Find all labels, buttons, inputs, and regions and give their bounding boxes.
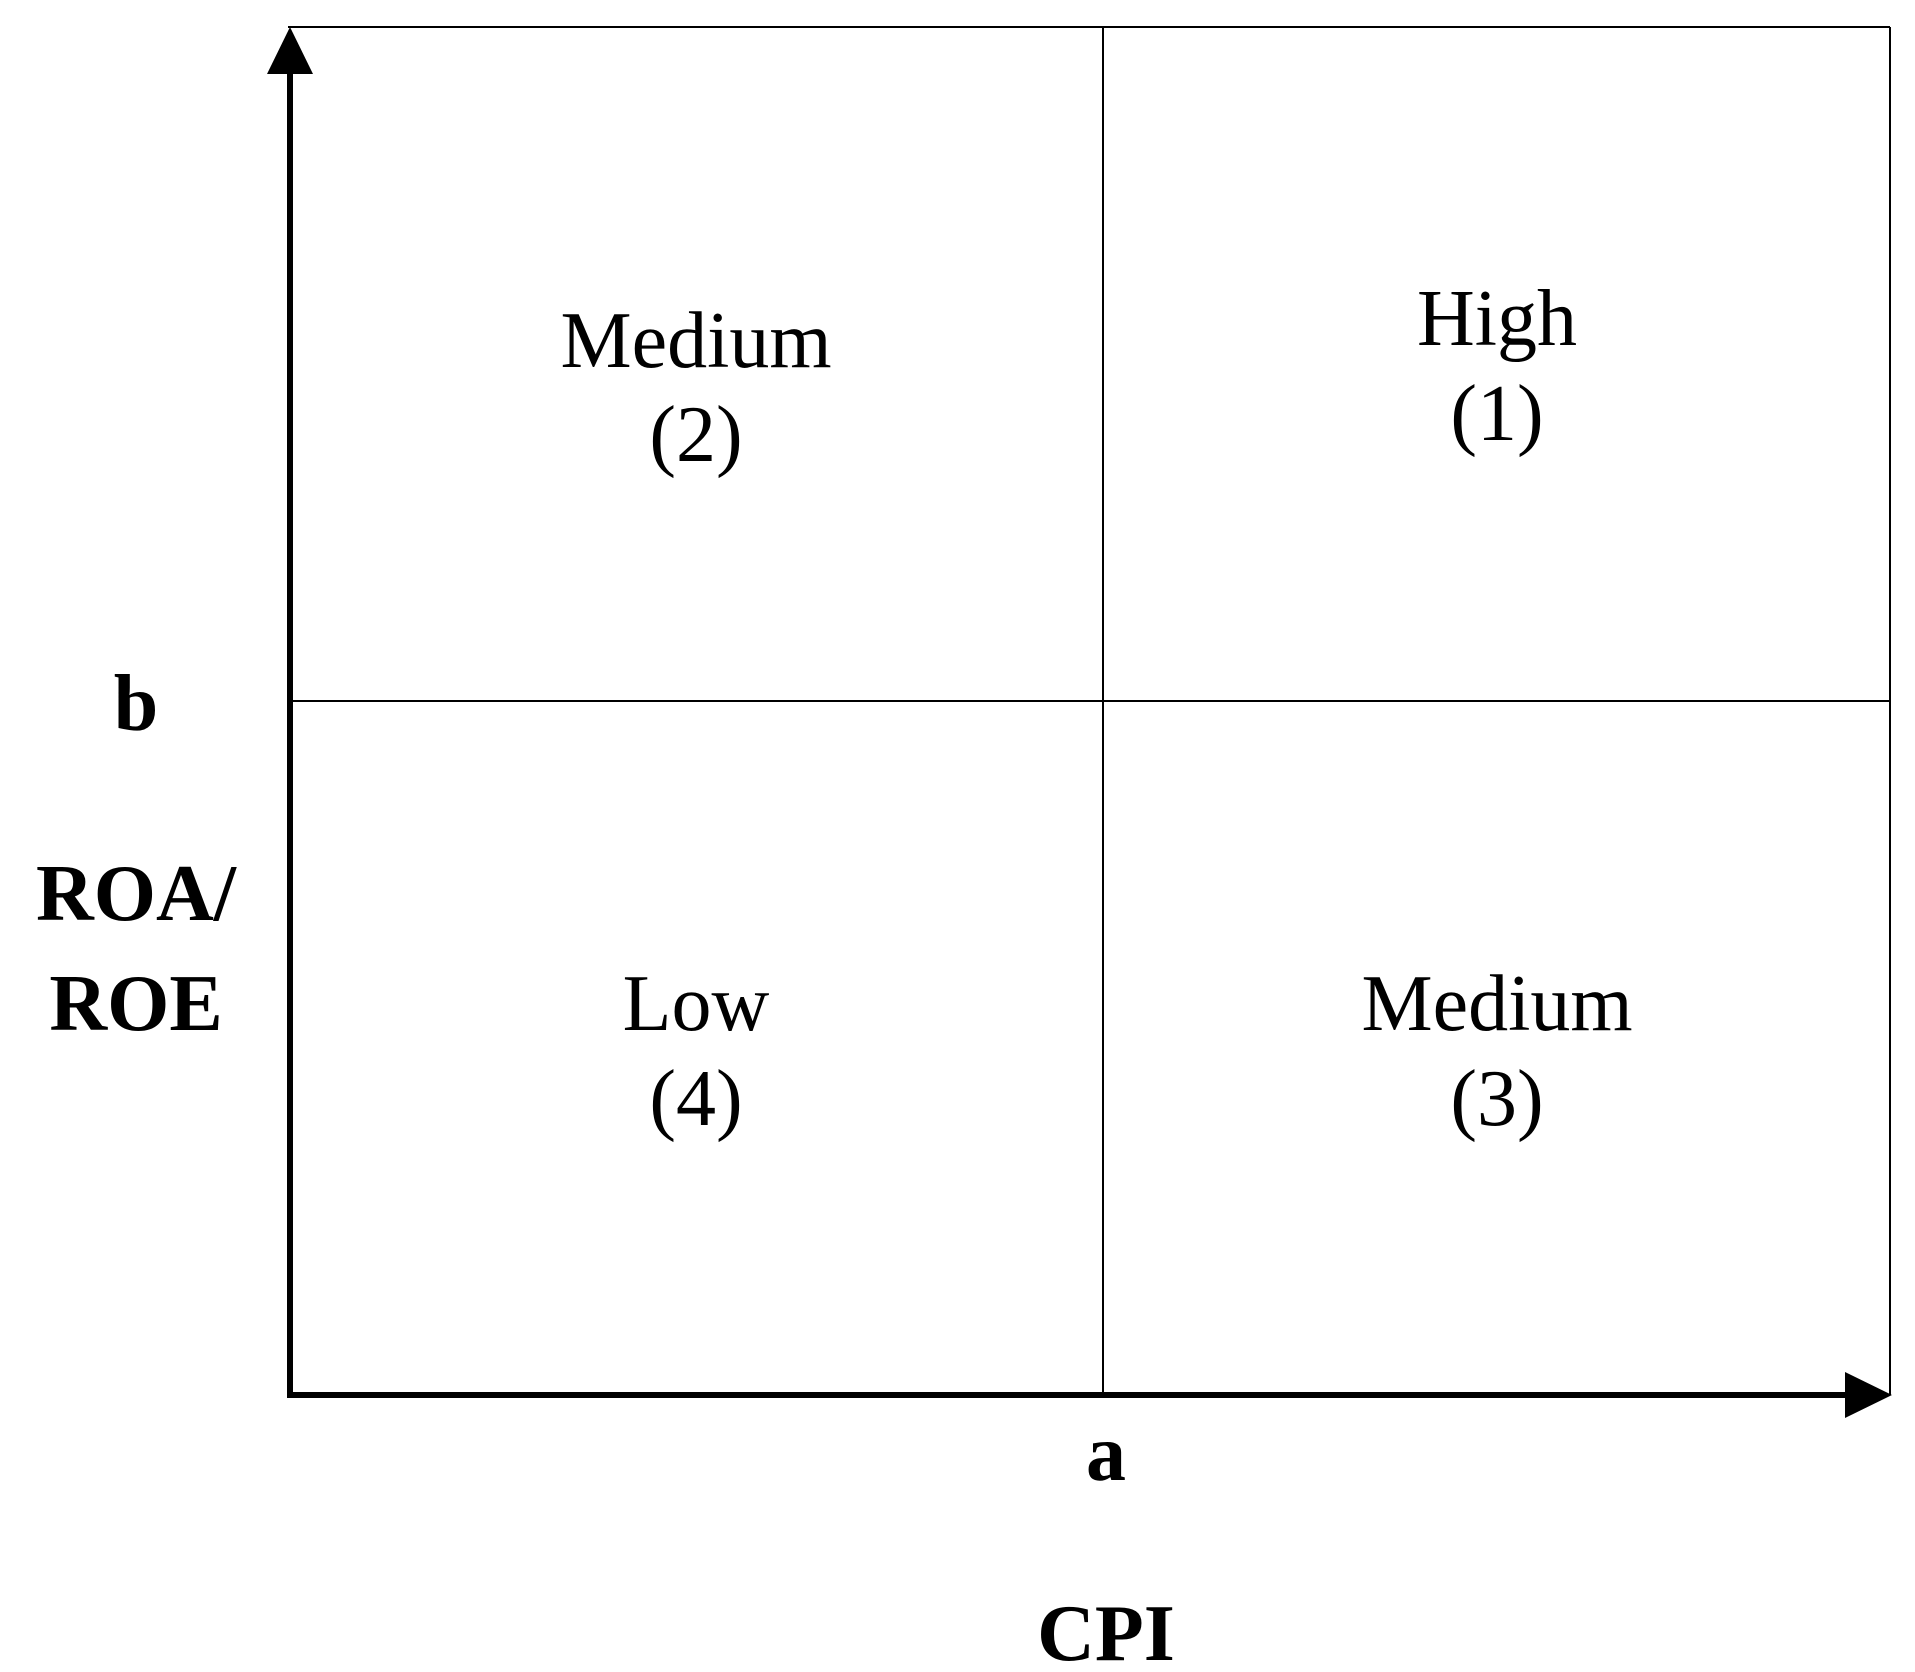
quadrant-bottom-left: Low (4) xyxy=(623,960,770,1143)
quadrant-top-right: High (1) xyxy=(1417,275,1577,458)
y-axis-title-line2: ROE xyxy=(49,960,222,1048)
x-axis xyxy=(287,1372,1892,1418)
quadrant-rank: (1) xyxy=(1450,370,1543,458)
quadrant-top-left: Medium (2) xyxy=(560,297,831,479)
quadrant-label: Medium xyxy=(1361,960,1632,1048)
quadrant-rank: (2) xyxy=(649,391,742,479)
quadrant-label: Medium xyxy=(560,297,831,385)
x-threshold-label: a xyxy=(1086,1410,1126,1498)
y-axis-title-line1: ROA/ xyxy=(36,850,238,938)
y-axis-arrow-icon xyxy=(267,27,313,74)
x-axis-title: CPI xyxy=(1037,1590,1175,1672)
quadrant-bottom-right: Medium (3) xyxy=(1361,960,1632,1143)
quadrant-label: High xyxy=(1417,275,1577,363)
y-threshold-label: b xyxy=(114,660,159,748)
quadrant-grid xyxy=(288,26,1891,1395)
quadrant-rank: (4) xyxy=(649,1055,742,1143)
quadrant-label: Low xyxy=(623,960,770,1048)
x-axis-arrow-icon xyxy=(1845,1372,1892,1418)
y-axis xyxy=(267,27,313,1395)
quadrant-rank: (3) xyxy=(1450,1055,1543,1143)
